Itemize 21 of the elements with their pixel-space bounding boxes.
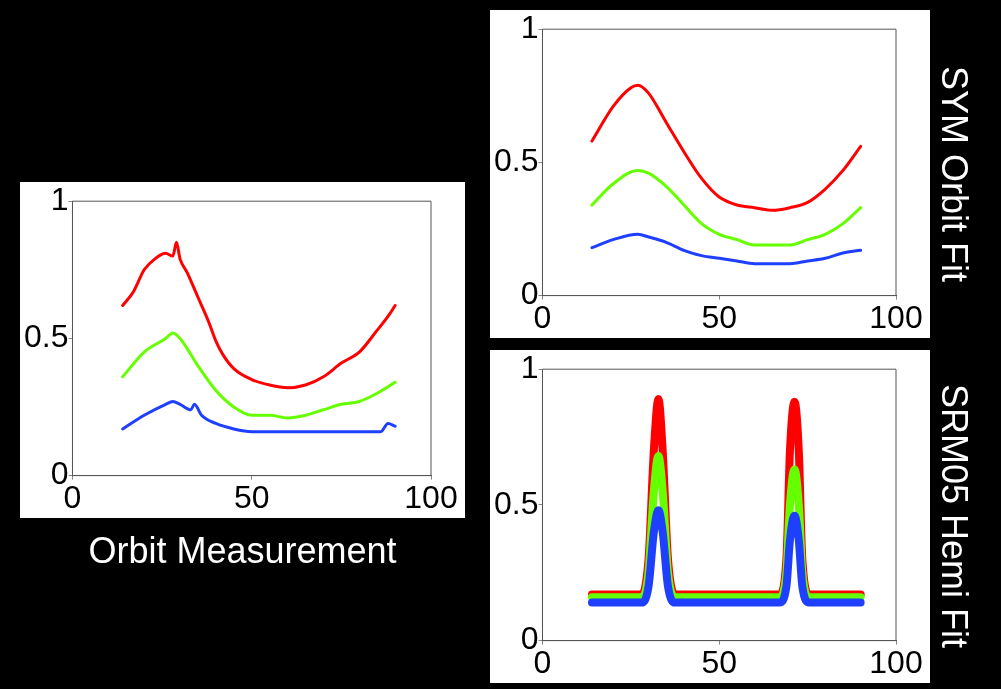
text: SYM Orbit Fit <box>933 65 976 284</box>
line-series <box>121 331 397 420</box>
y-tick-label: 0.5 <box>24 318 69 355</box>
line-series <box>590 83 863 212</box>
x-tick-label: 50 <box>233 478 270 515</box>
y-tick-label: 1 <box>520 349 539 386</box>
x-tick-label: 100 <box>869 298 923 335</box>
x-tick-label: 100 <box>869 643 923 680</box>
x-tick-label: 100 <box>404 478 458 515</box>
line-series <box>121 240 397 390</box>
x-tick-label: 50 <box>701 298 738 335</box>
x-tick-label: 50 <box>701 643 738 680</box>
y-tick-label: 1 <box>520 9 539 46</box>
y-tick-label: 0.5 <box>494 484 539 521</box>
line-series <box>590 232 863 266</box>
y-tick-label: 0.5 <box>494 142 539 179</box>
line-series <box>121 400 397 434</box>
line-series <box>590 168 863 247</box>
x-axis-title: Orbit Measurement <box>87 530 398 572</box>
y-tick-label: 1 <box>50 181 69 218</box>
text: SRM05 Hemi Fit <box>933 383 976 651</box>
